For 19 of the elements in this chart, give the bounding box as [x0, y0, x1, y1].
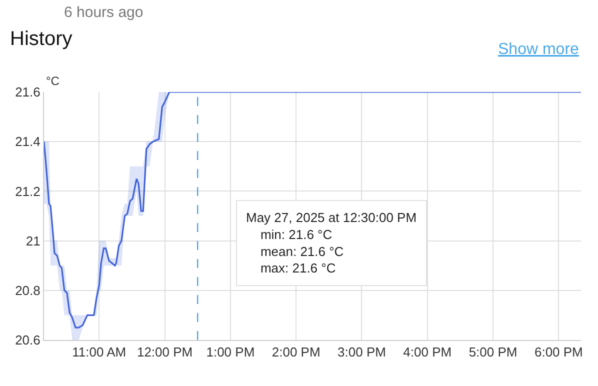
text: 6 hours ago	[64, 4, 144, 21]
x-tick-label: 11:00 AM	[72, 344, 126, 360]
x-tick-label: 4:00 PM	[403, 344, 452, 360]
chart-title: History	[10, 28, 72, 50]
y-tick-label: 21.2	[15, 184, 40, 199]
y-tick-label: 21.6	[15, 84, 40, 100]
y-tick-label: 20.6	[15, 332, 40, 348]
annotation: May 27, 2025 at 12:30:00 PM min: 21.6 °C mean: 21.6 °C max: 21.6 °C	[246, 210, 417, 276]
x-tick-label: 6:00 PM	[534, 344, 583, 360]
x-tick-label: 12:00 PM	[136, 344, 193, 360]
x-tick-label: 1:00 PM	[206, 344, 255, 360]
y-tick-label: 21	[26, 233, 40, 248]
x-tick-label: 2:00 PM	[272, 344, 320, 360]
x-tick-label: 3:00 PM	[338, 344, 386, 360]
text: Show more	[498, 41, 580, 58]
y-tick-label: 20.8	[15, 282, 40, 298]
y-axis-title: °C	[46, 74, 60, 88]
y-tick-label: 21.4	[15, 134, 40, 150]
x-tick-label: 5:00 PM	[468, 344, 518, 360]
